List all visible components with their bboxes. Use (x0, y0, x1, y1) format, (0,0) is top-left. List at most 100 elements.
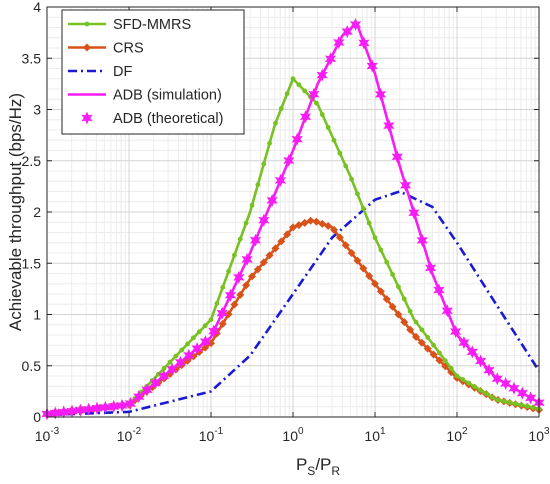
data-point (319, 112, 325, 117)
data-point (306, 216, 315, 225)
data-point (417, 338, 426, 347)
data-point (249, 202, 255, 208)
data-point (290, 76, 296, 82)
data-point (99, 400, 111, 414)
data-point (347, 248, 356, 257)
data-point (366, 220, 372, 226)
data-point (413, 319, 419, 325)
data-point (289, 223, 297, 232)
data-point (382, 295, 391, 304)
y-axis-label: Achievable throughput (bps/Hz) (6, 93, 25, 331)
data-point (333, 36, 345, 50)
data-point (83, 43, 91, 52)
data-point (407, 308, 413, 314)
x-tick-label: 10-1 (199, 426, 224, 444)
data-point (424, 261, 437, 275)
data-point (501, 398, 507, 404)
data-point (299, 110, 312, 124)
data-point (302, 88, 308, 94)
data-point (308, 87, 320, 101)
data-point (49, 406, 61, 420)
data-point (185, 341, 190, 347)
data-point (396, 284, 401, 290)
data-point (425, 335, 431, 340)
data-point (384, 259, 390, 265)
data-point (158, 369, 170, 383)
legend-entry: ADB (theoretical) (81, 111, 223, 127)
data-point (431, 342, 436, 348)
legend-label: SFD-MMRS (113, 17, 191, 33)
data-point (337, 150, 343, 156)
y-tick-label: 4 (33, 0, 41, 15)
data-point (183, 348, 195, 362)
legend: SFD-MMRS CRS DF ADB (simulation) ADB (theore… (61, 9, 245, 135)
data-point (133, 390, 145, 404)
data-point (196, 329, 202, 335)
data-point (423, 344, 432, 353)
y-tick-label: 3.5 (22, 50, 42, 66)
x-axis-label: PS/PR (296, 455, 340, 478)
data-point (401, 296, 407, 302)
data-point (458, 336, 470, 350)
data-point (271, 244, 280, 253)
data-point (341, 25, 353, 39)
data-point (91, 401, 103, 415)
data-point (525, 391, 537, 405)
data-point (191, 342, 203, 356)
data-point (283, 230, 292, 239)
data-point (359, 264, 368, 273)
data-point (491, 372, 503, 386)
y-tick-label: 1 (33, 307, 41, 323)
data-point (74, 403, 86, 417)
data-point (207, 339, 215, 348)
data-point (233, 270, 245, 284)
data-point (508, 381, 520, 395)
data-point (437, 350, 442, 356)
data-point (199, 335, 212, 349)
data-point (448, 365, 454, 371)
data-point (149, 376, 162, 390)
data-point (408, 206, 420, 220)
data-point (278, 106, 284, 111)
data-point (324, 221, 333, 230)
data-point (226, 268, 231, 274)
data-point (449, 325, 462, 339)
data-point (214, 301, 220, 306)
legend-label: CRS (113, 41, 144, 57)
data-point (266, 193, 278, 207)
x-tick-labels: 10-3 10-2 10-1 100 101 102 103 (35, 426, 550, 444)
data-point (191, 335, 196, 341)
x-tick-label: 101 (364, 426, 386, 444)
data-point (237, 236, 243, 242)
data-point (253, 265, 262, 274)
data-point (83, 402, 95, 416)
data-point (166, 362, 178, 376)
data-point (441, 304, 453, 318)
data-point (400, 318, 409, 327)
data-point (489, 394, 495, 400)
data-point (325, 124, 331, 130)
data-point (355, 191, 360, 197)
data-point (472, 384, 477, 389)
data-point (236, 290, 245, 299)
data-point (390, 272, 395, 277)
data-point (513, 401, 518, 407)
data-point (388, 302, 397, 311)
series-layer (41, 17, 545, 421)
legend-label: ADB (simulation) (113, 88, 222, 104)
data-point (220, 285, 226, 290)
data-point (416, 233, 428, 247)
data-point (383, 119, 395, 133)
data-point (331, 137, 337, 143)
data-point (406, 325, 415, 334)
data-point (360, 206, 366, 211)
data-point (241, 252, 253, 266)
series-4 (41, 17, 545, 421)
series-line (46, 190, 541, 417)
data-point (314, 100, 319, 106)
data-point (365, 272, 374, 281)
x-tick-label: 10-2 (117, 426, 142, 444)
data-point (108, 399, 120, 413)
